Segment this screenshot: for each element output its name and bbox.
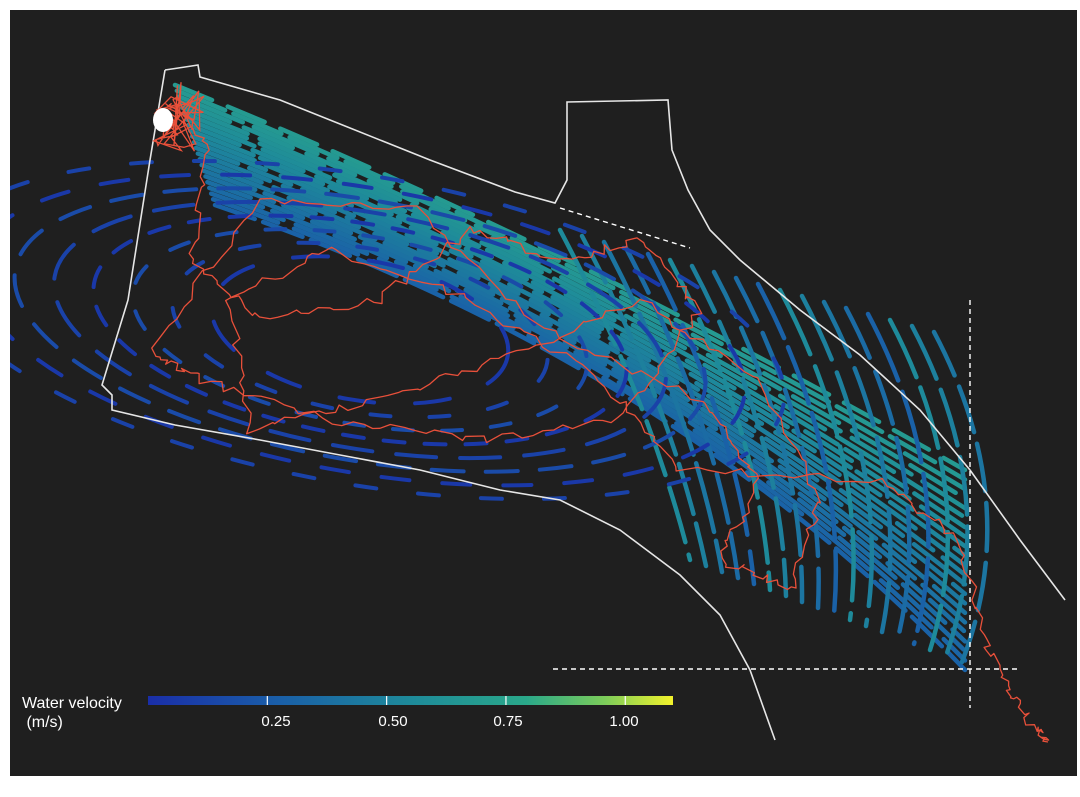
streamline	[170, 240, 550, 420]
channel-top-bank	[164, 64, 1066, 601]
figure-panel	[10, 10, 1077, 776]
streamline	[667, 257, 773, 593]
streamline	[909, 323, 970, 659]
streamline	[210, 197, 968, 663]
entrance-line	[559, 207, 691, 249]
streamline	[209, 254, 511, 406]
streamline	[931, 329, 990, 665]
streamline	[755, 281, 839, 617]
streamline	[191, 139, 968, 568]
streamline	[865, 311, 931, 647]
streamline	[601, 239, 725, 575]
fish-track	[151, 82, 1050, 743]
streamline	[52, 199, 668, 461]
streamline	[10, 158, 787, 502]
colorbar-gradient	[148, 696, 673, 705]
streamline	[777, 287, 856, 623]
streamline	[623, 245, 741, 581]
streamline	[193, 145, 968, 578]
colorbar-tick-label: 0.25	[261, 713, 291, 730]
streamline	[199, 162, 968, 606]
colorbar-tick-label: 1.00	[609, 713, 639, 730]
streamline	[689, 263, 789, 599]
streamline	[821, 299, 893, 635]
channel-boundary	[101, 64, 1066, 741]
legend-title: Water velocity (m/s)	[22, 694, 122, 732]
streamline	[799, 293, 875, 629]
colorbar-tick-label: 0.75	[493, 713, 523, 730]
channel-bottom-bank	[101, 69, 776, 741]
streamlines	[10, 82, 990, 673]
streamline	[182, 111, 968, 520]
streamline	[887, 317, 951, 653]
streamline	[178, 99, 968, 501]
streamline	[184, 117, 968, 530]
streamline	[843, 305, 912, 641]
velocity-map	[10, 64, 1066, 743]
fish-track-path	[151, 103, 1050, 743]
streamline	[195, 151, 968, 587]
streamline	[180, 105, 968, 511]
streamline	[91, 213, 629, 447]
streamline	[10, 172, 747, 488]
streamline	[212, 202, 968, 673]
fish-track-path	[152, 82, 205, 152]
streamline	[733, 275, 821, 611]
legend-title-line1: Water velocity	[22, 695, 122, 712]
streamline	[557, 227, 693, 563]
colorbar	[148, 696, 673, 705]
streamline	[12, 186, 708, 474]
streamline	[645, 251, 757, 587]
release-point-marker	[153, 108, 173, 132]
colorbar-tick-label: 0.50	[378, 713, 408, 730]
streamline	[130, 227, 590, 433]
legend-title-line2: (m/s)	[22, 714, 63, 731]
